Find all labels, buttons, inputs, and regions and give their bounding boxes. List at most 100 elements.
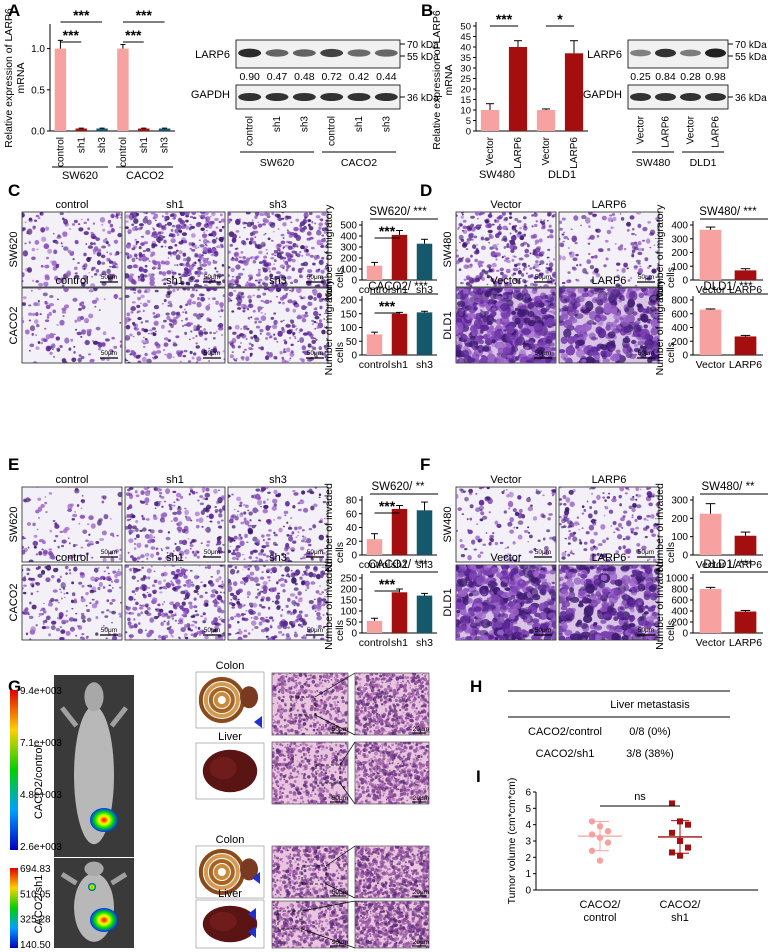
cell — [206, 223, 209, 226]
cell — [540, 490, 543, 492]
cell — [192, 216, 197, 220]
bar — [480, 110, 500, 131]
cell — [172, 511, 177, 515]
cell — [561, 281, 566, 285]
cell — [189, 547, 192, 550]
cell — [167, 251, 172, 255]
cell — [488, 234, 494, 240]
cell — [154, 638, 157, 640]
cell — [54, 522, 58, 526]
cell — [514, 511, 520, 517]
cell — [319, 276, 325, 280]
cell — [505, 268, 511, 274]
cell — [646, 491, 653, 497]
cell — [312, 607, 315, 611]
cell — [22, 271, 25, 278]
cell — [614, 243, 617, 245]
cell — [261, 545, 266, 549]
cell — [581, 304, 587, 310]
cell — [303, 570, 307, 573]
blot-lane-label: sh1 — [354, 116, 365, 133]
cell — [299, 328, 303, 333]
cell — [296, 288, 302, 294]
cell — [652, 495, 654, 498]
cell — [486, 305, 491, 311]
cell — [285, 323, 291, 328]
cell — [273, 355, 278, 360]
col-label: LARP6 — [592, 275, 627, 287]
cell — [273, 531, 276, 534]
cell — [222, 294, 225, 298]
cell — [151, 244, 154, 247]
cell — [542, 494, 545, 497]
cell — [559, 487, 562, 489]
blot-loading-label: GAPDH — [191, 89, 230, 101]
cell — [228, 291, 234, 297]
cell — [223, 226, 225, 228]
cell — [292, 308, 297, 313]
cell — [27, 267, 32, 273]
cell — [565, 516, 567, 518]
cell — [92, 222, 96, 225]
cell — [135, 242, 138, 246]
cell — [217, 212, 219, 213]
cell — [181, 539, 188, 546]
cell — [39, 313, 42, 316]
cell — [544, 551, 550, 556]
cell — [250, 347, 254, 351]
cell — [261, 534, 265, 538]
cell — [312, 262, 316, 266]
cell — [35, 509, 40, 514]
cell — [68, 555, 73, 560]
cell — [163, 337, 169, 341]
cell — [194, 610, 198, 613]
cell — [632, 227, 635, 231]
cell — [248, 342, 252, 346]
cell — [222, 551, 225, 553]
cell — [61, 310, 67, 314]
cell — [283, 348, 286, 350]
cells — [125, 565, 225, 640]
cell — [181, 614, 185, 617]
cell — [650, 514, 655, 519]
cell — [146, 568, 152, 574]
cell — [495, 258, 498, 261]
cell — [481, 355, 488, 363]
cell — [513, 559, 517, 562]
cell — [312, 635, 316, 639]
cell — [170, 520, 173, 522]
cell — [241, 295, 245, 299]
cell — [586, 320, 595, 325]
cell — [459, 544, 465, 549]
cell — [148, 260, 151, 262]
cell — [514, 278, 519, 282]
col-label: sh1 — [166, 474, 184, 486]
cell — [159, 591, 163, 594]
cell — [135, 257, 138, 260]
cell — [169, 601, 174, 606]
cell — [152, 228, 156, 231]
cell — [172, 490, 177, 494]
cell — [150, 553, 155, 559]
cell — [236, 631, 240, 635]
cell — [607, 288, 613, 293]
cell — [72, 297, 78, 302]
group-label: SW620 — [260, 157, 295, 169]
cell — [321, 227, 326, 232]
cell — [242, 256, 247, 260]
cell — [286, 534, 290, 537]
cell — [186, 582, 192, 588]
cell — [217, 520, 221, 525]
cell — [597, 557, 602, 561]
cell — [144, 544, 149, 548]
cell — [45, 615, 51, 621]
cell — [221, 580, 224, 583]
cell — [55, 263, 60, 269]
cell — [477, 554, 482, 558]
cell — [150, 251, 156, 256]
cell — [119, 321, 122, 324]
cell — [188, 298, 192, 302]
cell — [172, 504, 176, 507]
cell — [311, 221, 314, 224]
cell — [268, 288, 274, 293]
